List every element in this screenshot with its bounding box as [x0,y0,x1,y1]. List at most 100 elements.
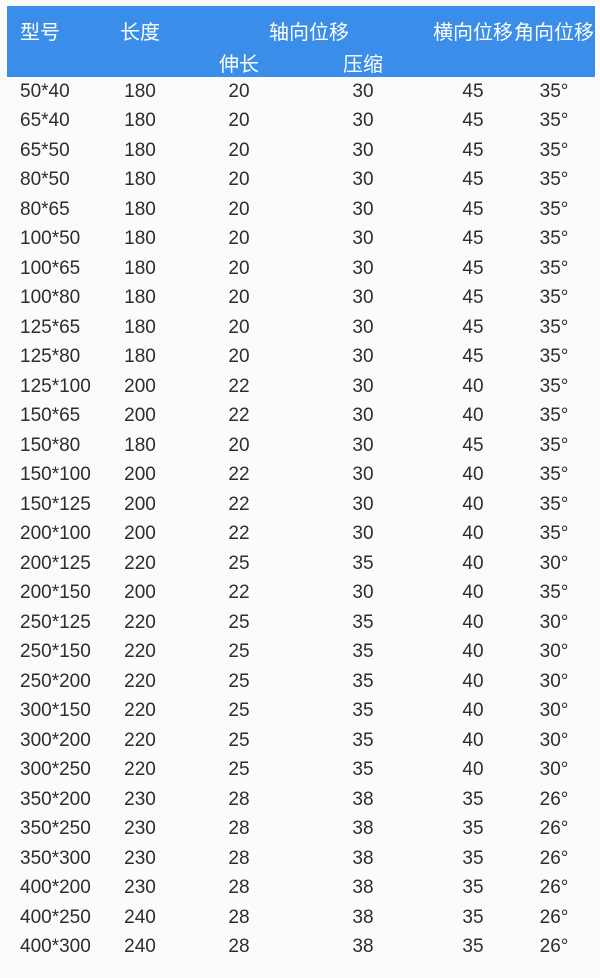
cell-compression: 35 [352,641,374,663]
table-row: 200*125 220 25 35 40 30° [7,549,595,579]
cell-lateral: 40 [462,552,484,574]
cell-lateral: 40 [462,641,484,663]
cell-compression: 30 [352,80,374,102]
cell-length: 180 [124,316,156,338]
cell-compression: 30 [352,464,374,486]
cell-lateral: 45 [462,80,484,102]
table-row: 350*300 230 28 38 35 26° [7,844,595,874]
cell-extension: 20 [228,169,250,191]
cell-compression: 30 [352,582,374,604]
cell-lateral: 40 [462,611,484,633]
cell-angular: 26° [539,818,569,840]
cell-angular: 30° [539,729,569,751]
cell-compression: 30 [352,523,374,545]
cell-length: 200 [124,405,156,427]
cell-angular: 35° [539,287,569,309]
cell-lateral: 45 [462,316,484,338]
table-row: 200*100 200 22 30 40 35° [7,520,595,550]
table-row: 65*50 180 20 30 45 35° [7,136,595,166]
cell-angular: 35° [539,228,569,250]
header-compression: 压缩 [343,54,383,76]
header-row-1: 型号 长度 轴向位移 横向位移 角向位移 [7,6,595,45]
cell-model: 200*100 [20,523,91,545]
cell-extension: 20 [228,110,250,132]
table-row: 80*50 180 20 30 45 35° [7,166,595,196]
cell-compression: 30 [352,346,374,368]
cell-extension: 22 [228,523,250,545]
cell-angular: 35° [539,110,569,132]
cell-extension: 20 [228,139,250,161]
cell-lateral: 45 [462,287,484,309]
cell-lateral: 40 [462,493,484,515]
cell-extension: 22 [228,405,250,427]
cell-angular: 30° [539,700,569,722]
cell-compression: 30 [352,228,374,250]
table-row: 350*200 230 28 38 35 26° [7,785,595,815]
cell-lateral: 45 [462,346,484,368]
cell-lateral: 40 [462,464,484,486]
cell-model: 300*250 [20,759,91,781]
cell-extension: 28 [228,847,250,869]
cell-lateral: 40 [462,700,484,722]
table-row: 150*100 200 22 30 40 35° [7,461,595,491]
cell-angular: 26° [539,906,569,928]
cell-lateral: 40 [462,670,484,692]
cell-model: 65*50 [20,139,70,161]
cell-model: 200*150 [20,582,91,604]
cell-model: 65*40 [20,110,70,132]
cell-angular: 30° [539,759,569,781]
cell-extension: 25 [228,759,250,781]
cell-length: 200 [124,493,156,515]
cell-model: 50*40 [20,80,70,102]
spec-table: 型号 长度 轴向位移 横向位移 角向位移 伸长 压缩 50*40 180 20 30 4… [7,6,595,962]
cell-angular: 35° [539,493,569,515]
cell-lateral: 45 [462,228,484,250]
table-row: 250*200 220 25 35 40 30° [7,667,595,697]
cell-model: 150*100 [20,464,91,486]
cell-compression: 30 [352,287,374,309]
cell-extension: 20 [228,346,250,368]
table-row: 400*300 240 28 38 35 26° [7,933,595,963]
cell-extension: 20 [228,316,250,338]
cell-compression: 30 [352,139,374,161]
cell-model: 300*150 [20,700,91,722]
header-model: 型号 [20,22,60,44]
cell-extension: 22 [228,464,250,486]
cell-extension: 22 [228,493,250,515]
cell-model: 350*300 [20,847,91,869]
cell-length: 220 [124,759,156,781]
cell-model: 150*65 [20,405,81,427]
cell-angular: 26° [539,788,569,810]
cell-model: 250*125 [20,611,91,633]
cell-model: 200*125 [20,552,91,574]
header-axial-displacement: 轴向位移 [269,22,349,44]
cell-extension: 20 [228,434,250,456]
table-row: 50*40 180 20 30 45 35° [7,77,595,107]
cell-length: 220 [124,552,156,574]
table-row: 100*80 180 20 30 45 35° [7,284,595,314]
cell-extension: 28 [228,877,250,899]
cell-angular: 35° [539,582,569,604]
cell-extension: 25 [228,729,250,751]
cell-length: 230 [124,847,156,869]
cell-compression: 30 [352,434,374,456]
cell-model: 125*100 [20,375,91,397]
cell-compression: 35 [352,611,374,633]
cell-extension: 20 [228,287,250,309]
cell-length: 200 [124,523,156,545]
cell-model: 80*50 [20,169,70,191]
cell-lateral: 45 [462,198,484,220]
table-row: 125*100 200 22 30 40 35° [7,372,595,402]
cell-extension: 28 [228,906,250,928]
cell-lateral: 35 [462,818,484,840]
cell-length: 180 [124,139,156,161]
cell-compression: 30 [352,257,374,279]
cell-compression: 38 [352,936,374,958]
cell-lateral: 40 [462,375,484,397]
cell-angular: 35° [539,316,569,338]
cell-extension: 25 [228,700,250,722]
cell-length: 200 [124,464,156,486]
cell-lateral: 45 [462,139,484,161]
cell-lateral: 45 [462,434,484,456]
cell-angular: 30° [539,670,569,692]
